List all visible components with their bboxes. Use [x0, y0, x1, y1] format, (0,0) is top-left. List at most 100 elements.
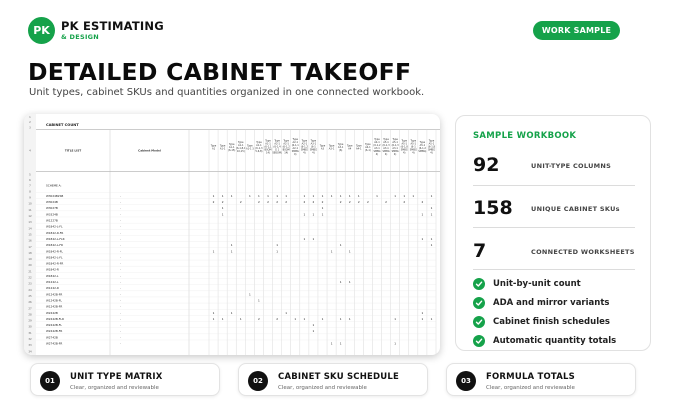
unit-type-header: Type A1 [211, 144, 217, 150]
row-number: 19 [28, 257, 32, 261]
sku-cell: W3324B [46, 212, 58, 216]
qty-cell: 2 [322, 200, 324, 204]
unit-type-header: Type A4-1 [356, 144, 362, 150]
step-unit-type-matrix: 01 UNIT TYPE MATRIX Clear, organized and… [30, 363, 220, 396]
sku-cell: W2442B-FLR [46, 317, 64, 321]
qty-cell: 1 [222, 194, 224, 198]
work-sample-badge: WORK SAMPLE [533, 21, 620, 40]
row-number: 29 [28, 319, 32, 323]
row-gutter [24, 114, 36, 355]
qty-cell: 1 [231, 243, 233, 247]
sku-cell: W3027B [46, 206, 58, 210]
sku-cell: W1242-L [46, 280, 59, 284]
model-cell: - [120, 225, 121, 229]
stat-label: UNIQUE CABINET SKUs [531, 205, 620, 213]
unit-type-header: Type A1-1 [220, 144, 226, 150]
check-icon [473, 316, 485, 328]
qty-cell: 1 [249, 194, 251, 198]
stat-unique-skus: 158 UNIQUE CABINET SKUs [473, 197, 635, 227]
qty-cell: 1 [213, 311, 215, 315]
model-cell: - [120, 280, 121, 284]
qty-cell: 2 [340, 200, 342, 204]
sku-cell: W1842-L-FLR [46, 237, 65, 241]
step-number: 01 [40, 371, 60, 391]
qty-cell: 1 [431, 206, 433, 210]
qty-cell: 2 [367, 200, 369, 204]
unit-type-header: Type A5-1 (6-1,2 SMBG) [418, 141, 426, 153]
qty-cell: 1 [394, 342, 396, 346]
divider [473, 227, 635, 228]
step-title: CABINET SKU SCHEDULE [278, 372, 400, 382]
model-cell: - [120, 212, 121, 216]
logo-text: PK ESTIMATING & DESIGN [61, 20, 164, 41]
sku-cell: W1842-L-FL [46, 225, 63, 229]
stats-title: SAMPLE WORKBOOK [473, 131, 577, 141]
qty-cell: 1 [322, 212, 324, 216]
page-subtitle: Unit types, cabinet SKUs and quantities … [29, 87, 425, 98]
qty-cell: 1 [340, 280, 342, 284]
qty-cell: 1 [349, 249, 351, 253]
unit-type-header: Type A3 [320, 144, 326, 150]
stat-label: UNIT-TYPE COLUMNS [531, 162, 612, 170]
qty-cell: 1 [313, 329, 315, 333]
model-cell: - [120, 231, 121, 235]
unit-type-header: Type A2-1 (6-1,1 A2-1 SMBG 4) [292, 138, 300, 156]
qty-cell: 1 [267, 194, 269, 198]
qty-cell: 2 [222, 200, 224, 204]
model-cell: - [120, 342, 121, 346]
qty-cell: 2 [403, 200, 405, 204]
row-number: 25 [28, 294, 32, 298]
unit-type-header: Type A2-1 (6-1,4 G 1 SBSOM) [272, 140, 282, 155]
stat-unit-type-columns: 92 UNIT-TYPE COLUMNS [473, 154, 635, 184]
qty-cell: 2 [258, 200, 260, 204]
qty-cell: 1 [313, 194, 315, 198]
logo-badge: PK [28, 17, 55, 44]
qty-cell: 1 [340, 243, 342, 247]
qty-cell: 1 [303, 212, 305, 216]
row-number: 10 [28, 202, 32, 206]
qty-cell: 1 [231, 311, 233, 315]
feature-label: Automatic quantity totals [493, 336, 617, 346]
step-title: UNIT TYPE MATRIX [70, 372, 163, 382]
sample-workbook-card: SAMPLE WORKBOOK 92 UNIT-TYPE COLUMNS 158… [455, 115, 651, 351]
row-number: 12 [28, 214, 32, 218]
qty-cell: 2 [213, 200, 215, 204]
qty-cell: 1 [231, 249, 233, 253]
qty-cell: 2 [258, 317, 260, 321]
row-number: 31 [28, 331, 32, 335]
sku-cell: W3024B2SB [46, 194, 63, 198]
feature-item: Automatic quantity totals [473, 335, 616, 347]
qty-cell: 1 [258, 194, 260, 198]
col-header-title-list: TITLE LIST [65, 149, 81, 153]
qty-cell: 1 [376, 194, 378, 198]
stat-connected-worksheets: 7 CONNECTED WORKSHEETS [473, 240, 635, 270]
sku-cell: W1242B-FL [46, 298, 62, 302]
unit-type-header: Type A1-1 3 [246, 144, 254, 150]
row-number: 26 [28, 300, 32, 304]
row-number: 22 [28, 276, 32, 280]
unit-type-header: Type A5-1 (6-1,8 SMBG 4) [401, 140, 409, 155]
model-cell: - [120, 194, 121, 198]
sku-cell: W3024B [46, 200, 58, 204]
qty-cell: 1 [340, 194, 342, 198]
col-header-cabinet-model: Cabinet Model [138, 149, 161, 153]
model-cell: - [120, 243, 121, 247]
sku-cell: W1842-L-FR [46, 243, 63, 247]
qty-cell: 1 [331, 194, 333, 198]
sku-cell: W1242B-FR [46, 305, 62, 309]
model-cell: - [120, 200, 121, 204]
sku-cell: W1242-R [46, 286, 59, 290]
row-number: 11 [28, 208, 32, 212]
stat-label: CONNECTED WORKSHEETS [531, 248, 635, 256]
qty-cell: 1 [258, 298, 260, 302]
sku-cell: W1227B [46, 219, 58, 223]
stat-value: 7 [473, 240, 487, 262]
qty-cell: 1 [421, 311, 423, 315]
row-number: 32 [28, 337, 32, 341]
row-number: 13 [28, 220, 32, 224]
row-number: 34 [28, 349, 32, 353]
qty-cell: 1 [331, 249, 333, 253]
divider [473, 269, 635, 270]
feature-item: ADA and mirror variants [473, 297, 609, 309]
step-description: Clear, organized and reviewable [486, 385, 575, 391]
